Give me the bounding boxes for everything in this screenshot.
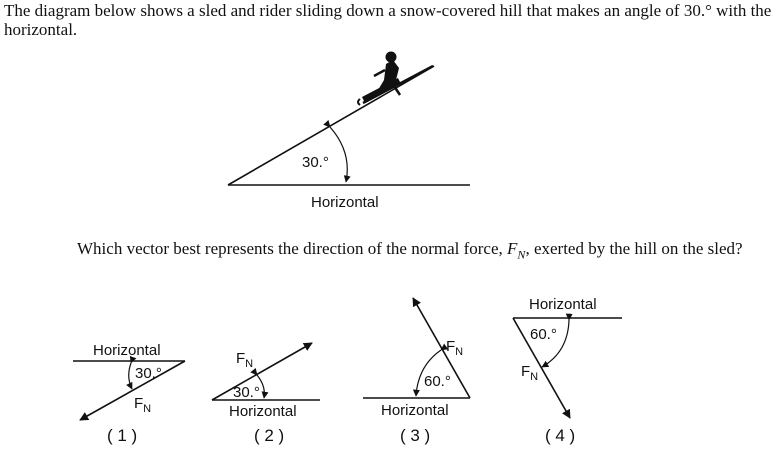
choice-3-force-subscript: N: [455, 346, 463, 358]
choice-1-number: ( 1 ): [107, 426, 137, 445]
prompt-text-before: Which vector best represents the directi…: [77, 239, 508, 258]
choice-4-force-arrow: [512, 317, 571, 419]
choice-3-number: ( 3 ): [400, 426, 430, 445]
choice-2-number: ( 2 ): [254, 426, 284, 445]
choice-1-angle-arc: [126, 355, 137, 390]
choice-2-force-arrow: [211, 342, 313, 401]
choice-4-force-label: FN: [521, 363, 538, 383]
choice-3-horizontal-label: Horizontal: [381, 402, 449, 419]
sled-rider-icon: [357, 51, 434, 106]
prompt-force-symbol: F: [507, 239, 518, 258]
choice-3-force-symbol: F: [446, 338, 455, 355]
choice-2-angle-label: 30.°: [233, 384, 260, 401]
hill-angle-label: 30.°: [302, 154, 329, 171]
hill-figure: 30.° Horizontal: [227, 51, 470, 211]
choice-4-angle-label: 60.°: [530, 326, 557, 343]
choice-2-force-symbol: F: [236, 350, 245, 367]
hill-base-label: Horizontal: [311, 194, 379, 211]
choice-3-angle-label: 60.°: [424, 373, 451, 390]
choice-4-force-subscript: N: [530, 371, 538, 383]
question-intro: The diagram below shows a sled and rider…: [4, 1, 772, 39]
choice-3-angle-arc: [412, 343, 449, 397]
choice-1-horizontal-label: Horizontal: [93, 342, 161, 359]
choice-2-angle-arc: [250, 367, 269, 399]
choice-3-force-label: FN: [446, 338, 463, 358]
choice-1-force-arrow: [79, 360, 186, 421]
prompt-text-after: , exerted by the hill on the sled?: [525, 239, 743, 258]
choice-2-force-subscript: N: [245, 358, 253, 370]
prompt-force-subscript: N: [517, 247, 526, 262]
choice-3[interactable]: 60.° FN Horizontal ( 3 ): [363, 297, 471, 445]
choice-2-force-label: FN: [236, 350, 253, 370]
hill-slope-line: [227, 65, 435, 186]
choice-1-force-symbol: F: [134, 395, 143, 412]
choice-1-force-subscript: N: [143, 403, 151, 415]
choice-1-force-label: FN: [134, 395, 151, 415]
choice-4[interactable]: Horizontal 60.° FN ( 4 ): [512, 296, 622, 445]
choice-4-number: ( 4 ): [545, 426, 575, 445]
choice-4-horizontal-label: Horizontal: [529, 296, 597, 313]
question-prompt: Which vector best represents the directi…: [77, 239, 757, 264]
choice-2[interactable]: 30.° FN Horizontal ( 2 ): [211, 342, 320, 445]
choice-2-horizontal-label: Horizontal: [229, 403, 297, 420]
choice-1[interactable]: Horizontal 30.° FN ( 1 ): [73, 342, 186, 445]
hill-angle-arc: [323, 119, 351, 183]
choice-4-angle-arc: [541, 313, 573, 368]
choice-4-force-symbol: F: [521, 363, 530, 380]
choice-1-angle-label: 30.°: [135, 365, 162, 382]
